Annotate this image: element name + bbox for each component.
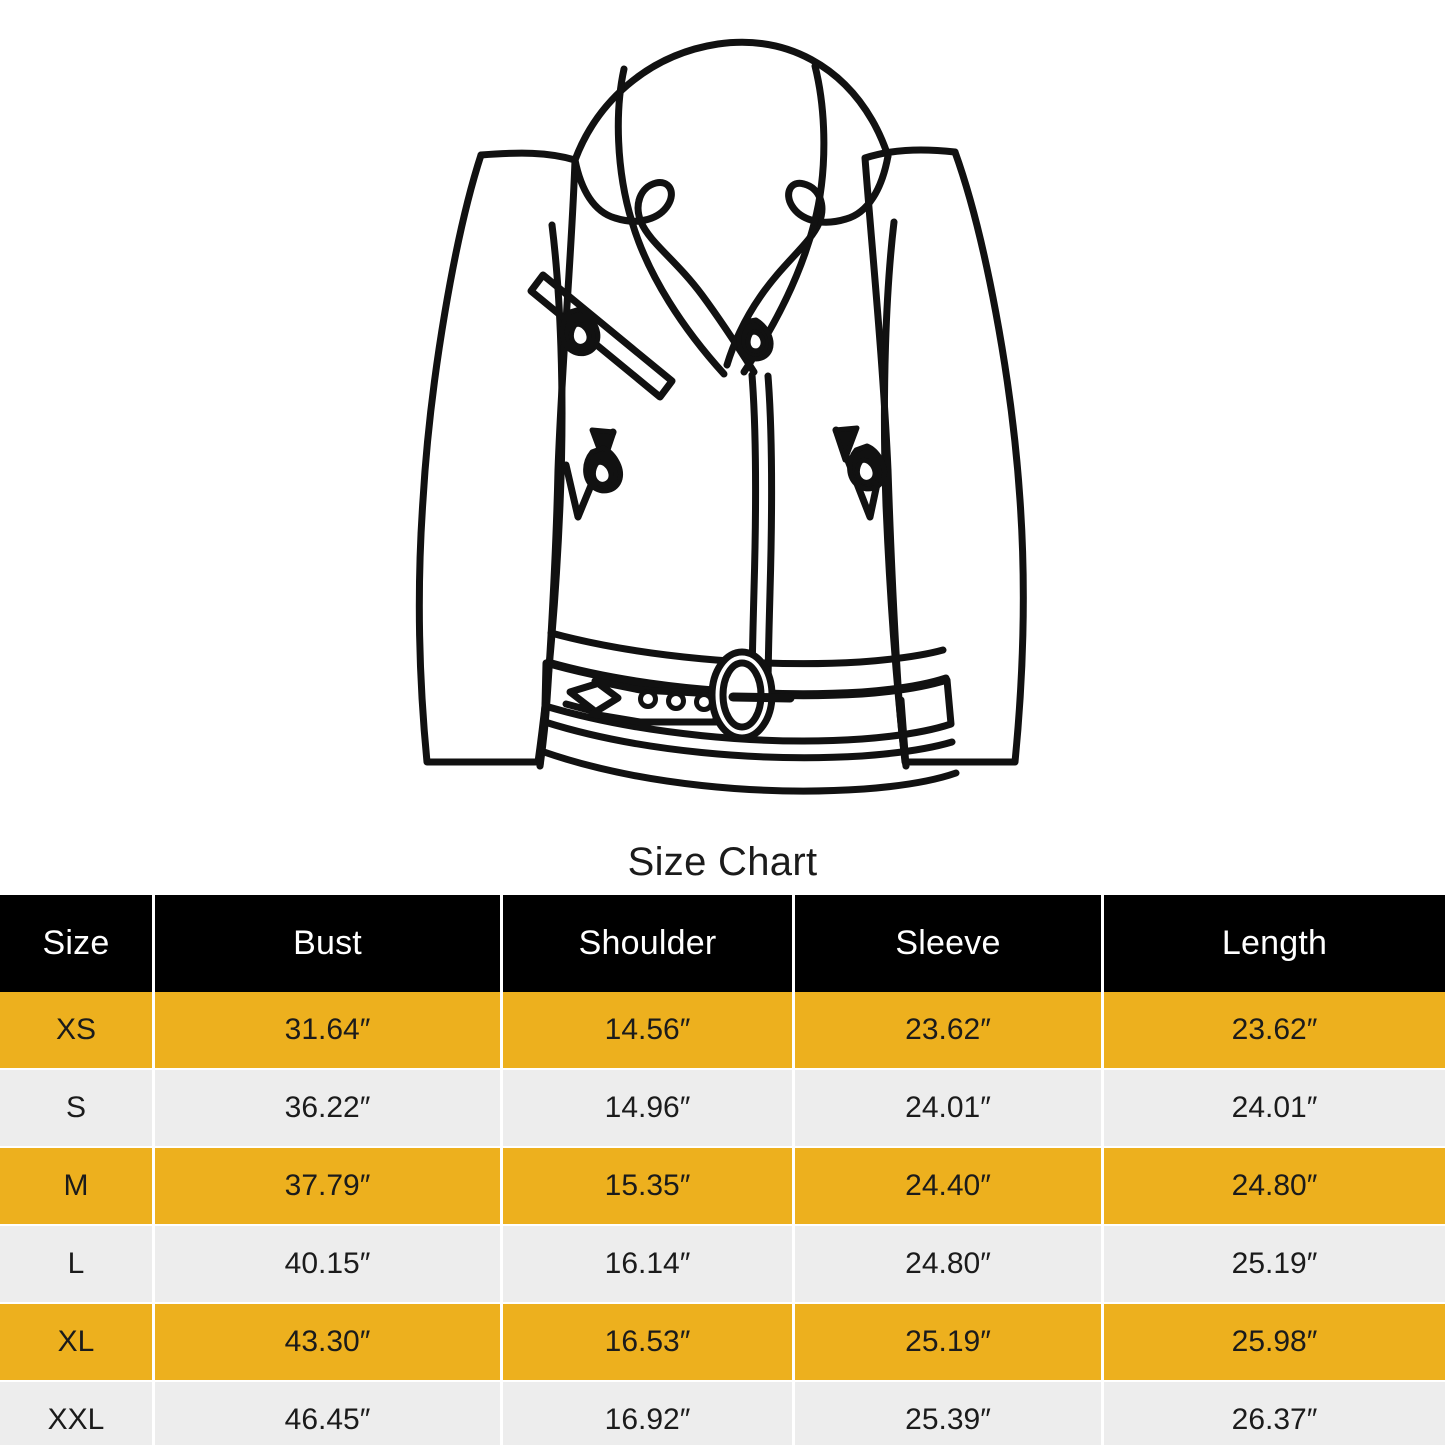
cell-length: 26.37″	[1104, 1382, 1445, 1445]
table-row: S 36.22″ 14.96″ 24.01″ 24.01″	[0, 1070, 1445, 1148]
hem-band-lower	[540, 748, 960, 795]
cell-shoulder: 16.53″	[503, 1304, 795, 1382]
right-sleeve-outline	[880, 148, 1027, 766]
table-row: L 40.15″ 16.14″ 24.80″ 25.19″	[0, 1226, 1445, 1304]
column-header-size: Size	[0, 895, 155, 992]
cell-bust: 46.45″	[155, 1382, 503, 1445]
left-lapel-inner-fold	[614, 65, 728, 378]
table-body: XS 31.64″ 14.56″ 23.62″ 23.62″ S 36.22″ …	[0, 992, 1445, 1445]
cell-bust: 40.15″	[155, 1226, 503, 1304]
cell-shoulder: 14.96″	[503, 1070, 795, 1148]
column-header-length: Length	[1104, 895, 1445, 992]
belt-hole-1	[638, 689, 658, 709]
table-row: M 37.79″ 15.35″ 24.40″ 24.80″	[0, 1148, 1445, 1226]
belt-tip-chevron	[562, 680, 600, 716]
chest-pocket-zipper-pull-loop	[568, 321, 592, 349]
hem-left-edge	[536, 702, 549, 770]
cell-size: XXL	[0, 1382, 155, 1445]
table-row: XXL 46.45″ 16.92″ 25.39″ 26.37″	[0, 1382, 1445, 1445]
belt-buckle-prong	[728, 692, 795, 703]
cell-length: 24.80″	[1104, 1148, 1445, 1226]
belt-hole-2	[666, 691, 686, 711]
column-header-shoulder: Shoulder	[503, 895, 795, 992]
table-header: Size Bust Shoulder Sleeve Length	[0, 895, 1445, 992]
cell-length: 25.98″	[1104, 1304, 1445, 1382]
cell-sleeve: 23.62″	[795, 992, 1104, 1070]
left-welt-pocket-pull-loop	[590, 459, 614, 487]
column-header-bust: Bust	[155, 895, 503, 992]
table-row: XS 31.64″ 14.56″ 23.62″ 23.62″	[0, 992, 1445, 1070]
cell-shoulder: 16.92″	[503, 1382, 795, 1445]
cell-bust: 31.64″	[155, 992, 503, 1070]
right-welt-pocket-pull-loop	[854, 457, 878, 485]
cell-length: 25.19″	[1104, 1226, 1445, 1304]
cell-sleeve: 24.80″	[795, 1226, 1104, 1304]
right-lapel	[723, 152, 892, 369]
column-header-sleeve: Sleeve	[795, 895, 1104, 992]
cell-bust: 43.30″	[155, 1304, 503, 1382]
cell-sleeve: 25.39″	[795, 1382, 1104, 1445]
size-table-container: Size Bust Shoulder Sleeve Length XS 31.6…	[0, 895, 1445, 1445]
cell-length: 24.01″	[1104, 1070, 1445, 1148]
cell-size: XL	[0, 1304, 155, 1382]
hem-band-upper	[541, 718, 956, 762]
cell-sleeve: 25.19″	[795, 1304, 1104, 1382]
cell-bust: 36.22″	[155, 1070, 503, 1148]
left-lapel	[571, 156, 758, 376]
header-row: Size Bust Shoulder Sleeve Length	[0, 895, 1445, 992]
cell-size: L	[0, 1226, 155, 1304]
cell-sleeve: 24.40″	[795, 1148, 1104, 1226]
table-row: XL 43.30″ 16.53″ 25.19″ 25.98″	[0, 1304, 1445, 1382]
cell-shoulder: 15.35″	[503, 1148, 795, 1226]
front-zipper-line-outer	[748, 371, 760, 694]
cell-shoulder: 16.14″	[503, 1226, 795, 1304]
front-zipper-pull-loop	[745, 329, 766, 354]
cell-size: XS	[0, 992, 155, 1070]
front-zipper-line-inner	[764, 372, 776, 696]
right-welt-pocket-zip-head	[832, 425, 860, 463]
cell-length: 23.62″	[1104, 992, 1445, 1070]
page-title: Size Chart	[0, 828, 1445, 895]
belt-upper-band	[547, 629, 947, 668]
jacket-line-drawing	[415, 38, 1027, 795]
hem-right-edge	[897, 696, 910, 770]
cell-shoulder: 14.56″	[503, 992, 795, 1070]
cell-bust: 37.79″	[155, 1148, 503, 1226]
cell-size: M	[0, 1148, 155, 1226]
collar-stand	[571, 38, 892, 164]
product-illustration	[415, 38, 1027, 795]
left-sleeve-outline	[415, 151, 566, 766]
cell-size: S	[0, 1070, 155, 1148]
size-chart-table: Size Bust Shoulder Sleeve Length XS 31.6…	[0, 895, 1445, 1445]
cell-sleeve: 24.01″	[795, 1070, 1104, 1148]
body-left-outline	[477, 149, 579, 770]
chest-zip-pocket	[527, 271, 676, 401]
